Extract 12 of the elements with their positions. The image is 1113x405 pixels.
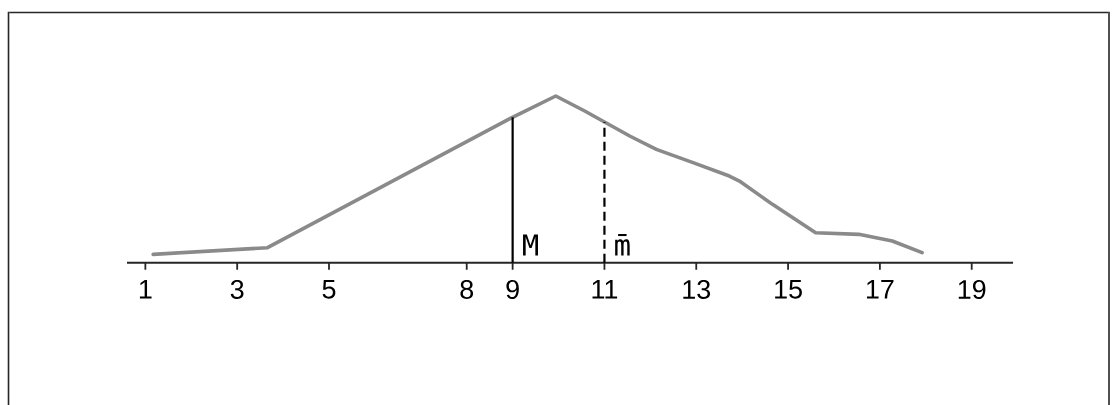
x-tick-label: 11: [592, 279, 618, 299]
x-tick-label: 17: [866, 279, 894, 299]
x-tick-label: 19: [958, 279, 986, 299]
x-tick-label: 1: [139, 279, 152, 299]
x-tick-label: 8: [460, 279, 474, 299]
x-tick-label: 3: [230, 279, 244, 299]
x-tick-label: 9: [506, 279, 519, 299]
ref-line-label: m̄: [615, 233, 630, 256]
ref-line-label: M: [523, 234, 538, 256]
x-tick-label: 15: [775, 279, 802, 299]
x-tick-label: 5: [322, 279, 336, 299]
x-tick-label: 13: [683, 279, 711, 299]
